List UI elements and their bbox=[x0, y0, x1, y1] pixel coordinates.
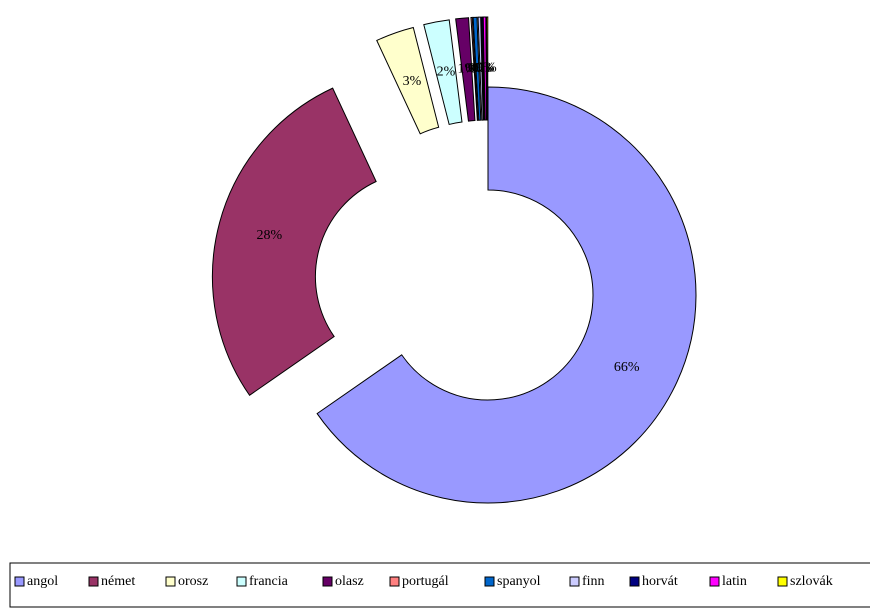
legend-label: orosz bbox=[178, 574, 208, 589]
legend-label: német bbox=[101, 574, 135, 589]
data-label: 28% bbox=[257, 228, 283, 243]
legend-label: angol bbox=[27, 574, 58, 589]
data-label: 0% bbox=[476, 61, 495, 76]
legend-swatch bbox=[14, 576, 25, 587]
donut-slice bbox=[480, 16, 486, 121]
legend-label: olasz bbox=[335, 574, 364, 589]
legend-label: francia bbox=[249, 574, 289, 589]
legend-label: spanyol bbox=[497, 574, 541, 589]
legend-label: portugál bbox=[402, 574, 449, 589]
legend-label: horvát bbox=[642, 574, 678, 589]
data-label: 66% bbox=[614, 360, 640, 375]
legend-box bbox=[9, 562, 870, 608]
legend-swatch bbox=[484, 576, 495, 587]
donut-slice bbox=[211, 87, 377, 396]
donut-slice bbox=[316, 86, 697, 504]
donut-slice bbox=[455, 17, 476, 122]
data-label: 0% bbox=[478, 61, 497, 76]
donut-slice bbox=[470, 16, 479, 121]
donut-slice bbox=[485, 16, 489, 121]
donut-slice bbox=[376, 26, 440, 135]
legend-swatch bbox=[88, 576, 99, 587]
donut-slice bbox=[477, 16, 484, 121]
donut-slice bbox=[423, 19, 463, 126]
legend-swatch bbox=[629, 576, 640, 587]
legend-swatch bbox=[389, 576, 400, 587]
data-label: 1% bbox=[458, 62, 477, 77]
legend-label: finn bbox=[582, 574, 605, 589]
donut-slice bbox=[482, 16, 487, 121]
legend-label: szlovák bbox=[790, 574, 833, 589]
legend-swatch bbox=[322, 576, 333, 587]
legend-swatch bbox=[236, 576, 247, 587]
data-label: 2% bbox=[437, 65, 456, 80]
legend-swatch bbox=[777, 576, 788, 587]
data-label: 3% bbox=[403, 74, 422, 89]
legend-swatch bbox=[165, 576, 176, 587]
legend-swatch bbox=[569, 576, 580, 587]
legend-label: latin bbox=[722, 574, 747, 589]
donut-slice bbox=[472, 16, 482, 121]
legend-swatch bbox=[709, 576, 720, 587]
